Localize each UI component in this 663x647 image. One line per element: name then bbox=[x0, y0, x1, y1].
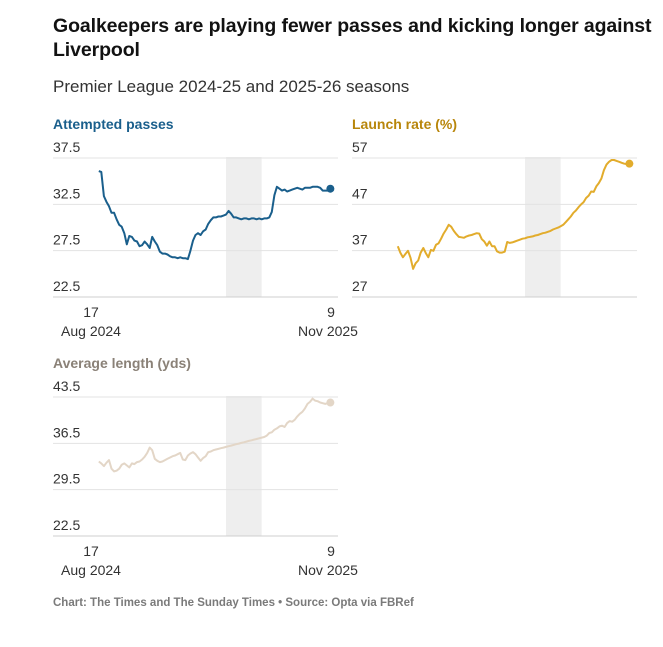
x-tick-month: Aug 2024 bbox=[61, 562, 121, 578]
panel-title: Attempted passes bbox=[53, 116, 174, 132]
x-tick-day: 9 bbox=[327, 304, 335, 320]
x-tick-month: Nov 2025 bbox=[298, 562, 358, 578]
panel-title: Launch rate (%) bbox=[352, 116, 457, 132]
y-tick-label: 47 bbox=[352, 185, 368, 201]
series-line bbox=[98, 397, 331, 473]
y-tick-label: 36.5 bbox=[53, 424, 80, 440]
x-tick-month: Nov 2025 bbox=[298, 323, 358, 339]
series-end-point bbox=[625, 159, 634, 168]
series-line bbox=[396, 159, 630, 270]
y-tick-label: 37.5 bbox=[53, 139, 80, 155]
y-tick-label: 27 bbox=[352, 278, 368, 294]
y-tick-label: 22.5 bbox=[53, 517, 80, 533]
series-end-point bbox=[326, 398, 335, 407]
x-tick-month: Aug 2024 bbox=[61, 323, 121, 339]
y-tick-label: 27.5 bbox=[53, 232, 80, 248]
off-season-band bbox=[525, 157, 561, 297]
y-tick-label: 22.5 bbox=[53, 278, 80, 294]
x-tick-day: 17 bbox=[83, 543, 99, 559]
y-tick-label: 29.5 bbox=[53, 471, 80, 487]
panel-attempted-passes: 37.5 32.5 27.5 22.5 Attempted passes 17 Aug 20… bbox=[53, 116, 358, 339]
panel-title: Average length (yds) bbox=[53, 355, 191, 371]
panel-average-length: 43.5 36.5 29.5 22.5 Average length (yds) 17 Au… bbox=[53, 355, 358, 578]
series-line bbox=[98, 170, 331, 261]
series-end-point bbox=[326, 184, 335, 193]
y-tick-label: 57 bbox=[352, 139, 368, 155]
x-tick-day: 9 bbox=[327, 543, 335, 559]
panel-launch-rate: 57 47 37 27 Launch rate (%) bbox=[352, 116, 637, 298]
y-tick-label: 43.5 bbox=[53, 378, 80, 394]
chart-subtitle: Premier League 2024-25 and 2025-26 seaso… bbox=[53, 77, 410, 96]
x-tick-day: 17 bbox=[83, 304, 99, 320]
y-tick-label: 37 bbox=[352, 232, 368, 248]
off-season-band bbox=[226, 396, 262, 536]
off-season-band bbox=[226, 157, 262, 297]
chart-footer: Chart: The Times and The Sunday Times • … bbox=[53, 597, 414, 609]
y-tick-label: 32.5 bbox=[53, 185, 80, 201]
chart-title: Goalkeepers are playing fewer passes and… bbox=[53, 15, 652, 61]
